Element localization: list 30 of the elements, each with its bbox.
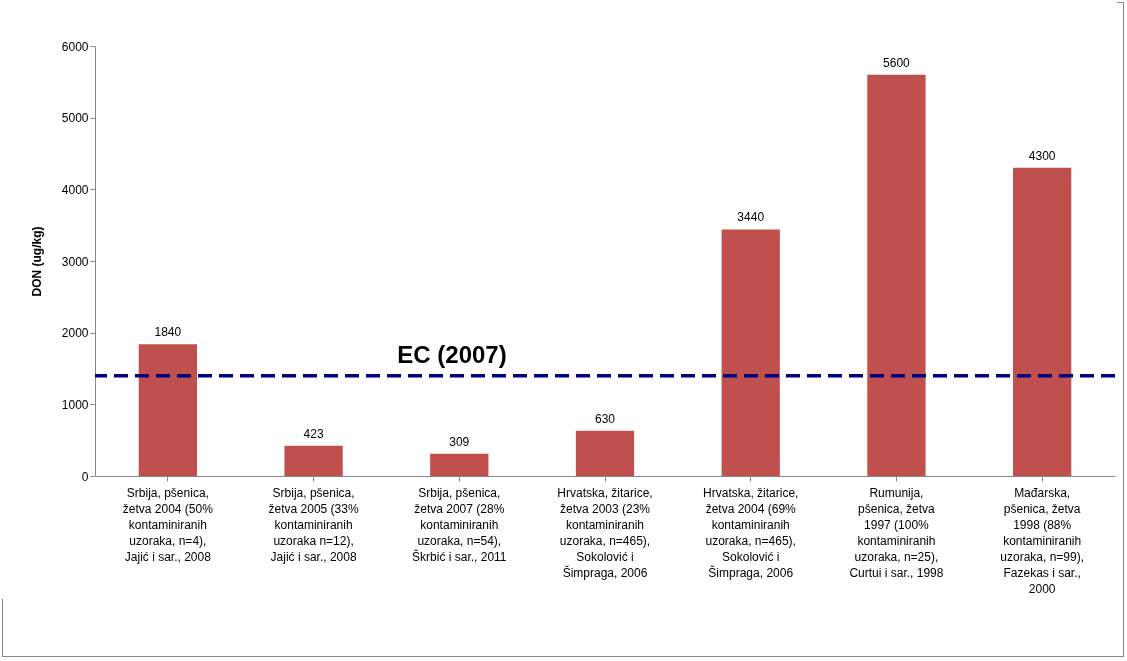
data-label: 1840 <box>154 325 182 340</box>
ref-line-label: EC (2007) <box>397 340 507 368</box>
bar <box>430 453 489 476</box>
bar <box>575 430 635 476</box>
bar <box>1013 167 1072 476</box>
y-tick-label: 2000 <box>61 326 89 341</box>
data-label: 4300 <box>1028 148 1056 163</box>
y-tick-label: 0 <box>81 469 89 484</box>
x-tick-label: Hrvatska, žitarice, žetva 2003 (23% kontaminiranih uzoraka, n=465), Sokolović i Šimpraga, 2006 <box>557 485 653 580</box>
x-tick-label: Srbija, pšenica, žetva 2005 (33% kontaminiranih uzoraka n=12), Jajić i sar., 2008 <box>268 485 359 564</box>
y-axis-title: DON (ug/kg) <box>29 226 44 297</box>
bar <box>284 445 343 476</box>
y-tick-label: 3000 <box>61 254 89 269</box>
y-tick-label: 6000 <box>61 39 89 54</box>
x-tick-label: Hrvatska, žitarice, žetva 2004 (69% kontaminiranih uzoraka, n=465), Sokolović i Šimpraga, 2006 <box>703 485 799 580</box>
x-tick-label: Srbija, pšenica, žetva 2004 (50% kontaminiranih uzoraka, n=4), Jajić i sar., 2008 <box>122 485 214 564</box>
x-tick-label: Mađarska, pšenica, žetva 1998 (88% kontaminiranih uzoraka, n=99), Fazekas i sar., 2000 <box>1000 485 1084 596</box>
x-tick-label: Srbija, pšenica, žetva 2007 (28% kontaminiranih uzoraka, n=54), Škrbić i sar., 2011 <box>412 485 507 564</box>
data-label: 5600 <box>883 55 911 70</box>
data-label: 630 <box>594 411 616 426</box>
y-tick-label: 4000 <box>61 182 89 197</box>
data-label: 3440 <box>737 210 765 225</box>
x-tick-label: Rumunija, pšenica, žetva 1997 (100% kontaminiranih uzoraka, n=25), Curtui i sar., 1998 <box>849 485 944 580</box>
bar <box>867 74 926 476</box>
y-tick-label: 1000 <box>61 397 89 412</box>
bar <box>721 229 780 476</box>
y-tick-label: 5000 <box>61 111 89 126</box>
data-label: 423 <box>303 426 324 441</box>
bar <box>138 344 197 476</box>
data-label: 309 <box>449 434 470 449</box>
